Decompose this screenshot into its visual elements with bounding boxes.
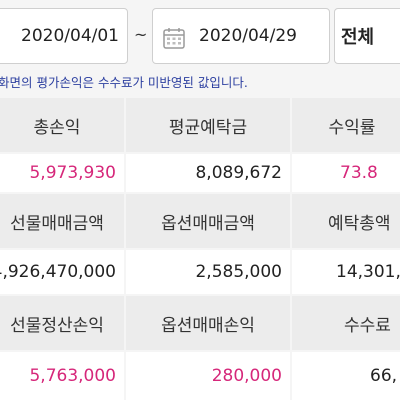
date-range-separator: ~ bbox=[134, 25, 148, 44]
start-date-field[interactable]: 2020/04/01 bbox=[0, 8, 128, 64]
calendar-icon[interactable] bbox=[163, 27, 185, 49]
value-futures-trade-amount: 4,926,470,000 bbox=[0, 250, 124, 294]
end-date-field[interactable]: 2020/04/29 bbox=[152, 8, 330, 64]
notice-text: 화면의 평가손익은 수수료가 미반영된 값입니다. bbox=[0, 75, 248, 90]
header-return-rate: 수익률 bbox=[292, 98, 400, 152]
value-futures-settlement-pnl: 5,763,000 bbox=[0, 352, 124, 400]
header-futures-settlement-pnl: 선물정산손익 bbox=[0, 296, 124, 350]
value-avg-deposit: 8,089,672 bbox=[126, 154, 290, 192]
value-commission: 66, bbox=[292, 352, 400, 400]
start-date-value: 2020/04/01 bbox=[21, 26, 119, 46]
value-total-pnl: 5,973,930 bbox=[0, 154, 124, 192]
end-date-value: 2020/04/29 bbox=[199, 26, 297, 46]
header-total-deposit: 예탁총액 bbox=[292, 194, 400, 248]
value-options-trade-amount: 2,585,000 bbox=[126, 250, 290, 294]
value-options-trade-pnl: 280,000 bbox=[126, 352, 290, 400]
filter-bar: 2020/04/01 ~ 2020/04/29 전체 bbox=[0, 0, 400, 70]
value-total-deposit: 14,301, bbox=[292, 250, 400, 294]
scope-select[interactable]: 전체 bbox=[334, 8, 400, 64]
header-options-trade-pnl: 옵션매매손익 bbox=[126, 296, 290, 350]
header-total-pnl: 총손익 bbox=[0, 98, 124, 152]
scope-select-value: 전체 bbox=[341, 27, 375, 48]
header-futures-trade-amount: 선물매매금액 bbox=[0, 194, 124, 248]
header-options-trade-amount: 옵션매매금액 bbox=[126, 194, 290, 248]
value-return-rate: 73.8 bbox=[292, 154, 400, 192]
header-commission: 수수료 bbox=[292, 296, 400, 350]
header-avg-deposit: 평균예탁금 bbox=[126, 98, 290, 152]
